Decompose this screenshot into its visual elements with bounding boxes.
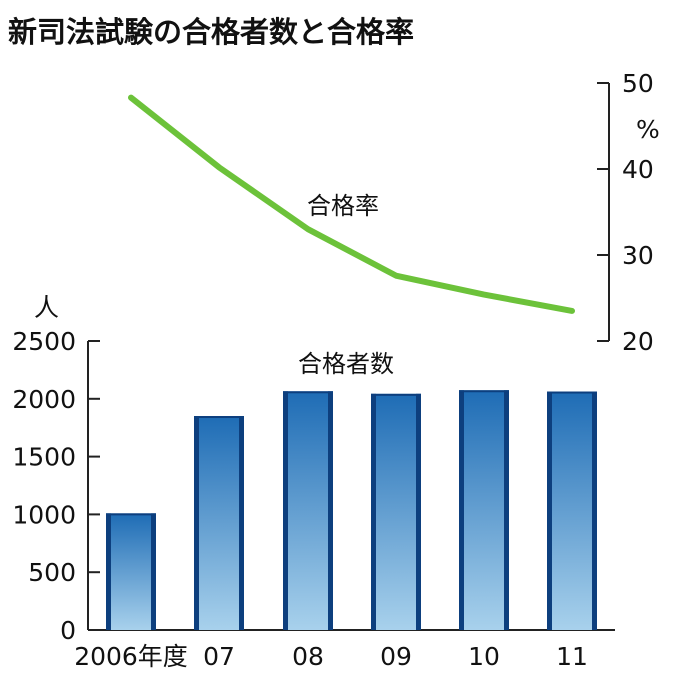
count-series-label: 合格者数 bbox=[298, 350, 394, 378]
rate-series-label: 合格率 bbox=[307, 192, 379, 220]
rate-axis-unit: % bbox=[636, 115, 660, 144]
count-tick-label: 500 bbox=[28, 558, 76, 587]
rate-axis-ticks: 20 30 40 50 bbox=[597, 69, 654, 356]
bar-left-edge bbox=[194, 416, 199, 630]
x-tick-label: 10 bbox=[468, 642, 500, 671]
count-tick-label: 2500 bbox=[12, 327, 76, 356]
bar-right-edge bbox=[239, 416, 244, 630]
rate-tick-label: 20 bbox=[622, 327, 654, 356]
bar-left-edge bbox=[459, 390, 464, 630]
x-axis-ticks: 2006年度 07 08 09 10 11 bbox=[74, 642, 588, 671]
bar-right-edge bbox=[328, 391, 333, 630]
bar-top-edge bbox=[283, 391, 333, 394]
rate-line bbox=[128, 94, 575, 314]
count-tick-label: 1500 bbox=[12, 443, 76, 472]
bar-top-edge bbox=[459, 390, 509, 393]
x-tick-label: 08 bbox=[292, 642, 324, 671]
rate-tick-label: 50 bbox=[622, 69, 654, 98]
count-axis-ticks: 0 500 1000 1500 2000 2500 bbox=[12, 327, 100, 645]
bar bbox=[371, 393, 421, 630]
x-tick-label: 07 bbox=[203, 642, 235, 671]
bar bbox=[459, 390, 509, 630]
rate-tick-label: 40 bbox=[622, 155, 654, 184]
count-tick-label: 2000 bbox=[12, 385, 76, 414]
bar-top-edge bbox=[194, 416, 244, 419]
bar bbox=[194, 416, 244, 630]
count-axis-unit: 人 bbox=[34, 293, 59, 322]
bar-right-edge bbox=[151, 513, 156, 630]
bar-series bbox=[106, 390, 597, 630]
x-tick-label: 2006年度 bbox=[74, 642, 188, 671]
bar-right-edge bbox=[504, 390, 509, 630]
bar-left-edge bbox=[371, 393, 376, 630]
count-tick-label: 0 bbox=[60, 616, 76, 645]
bar-top-edge bbox=[371, 393, 421, 396]
count-tick-label: 1000 bbox=[12, 500, 76, 529]
bar-top-edge bbox=[547, 391, 597, 394]
rate-series bbox=[128, 94, 575, 314]
bar bbox=[547, 391, 597, 630]
chart-title: 新司法試験の合格者数と合格率 bbox=[8, 15, 414, 49]
bar-right-edge bbox=[416, 393, 421, 630]
x-tick-label: 11 bbox=[556, 642, 588, 671]
rate-tick-label: 30 bbox=[622, 241, 654, 270]
bar-left-edge bbox=[283, 391, 288, 630]
bar bbox=[106, 513, 156, 630]
bar bbox=[283, 391, 333, 630]
bar-right-edge bbox=[592, 391, 597, 630]
bar-left-edge bbox=[106, 513, 111, 630]
x-tick-label: 09 bbox=[380, 642, 412, 671]
bar-top-edge bbox=[106, 513, 156, 516]
bar-left-edge bbox=[547, 391, 552, 630]
